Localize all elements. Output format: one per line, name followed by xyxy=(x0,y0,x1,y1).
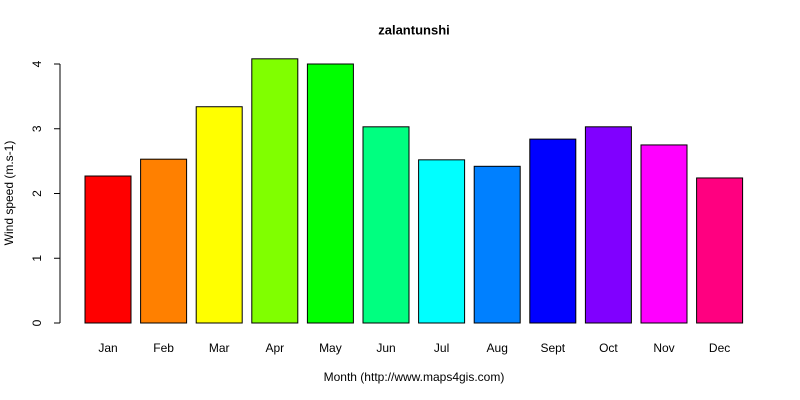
bar xyxy=(362,126,410,324)
bar xyxy=(84,175,132,324)
y-tick-label: 0 xyxy=(30,319,44,326)
x-tick-label: Jan xyxy=(98,341,117,355)
bar xyxy=(640,144,688,324)
x-tick-label: Apr xyxy=(265,341,284,355)
bar xyxy=(306,63,354,324)
x-tick-label: Aug xyxy=(487,341,508,355)
x-tick-label: Dec xyxy=(709,341,730,355)
x-tick-label: Sept xyxy=(540,341,565,355)
x-tick-label: Oct xyxy=(599,341,618,355)
y-tick-label: 1 xyxy=(30,255,44,262)
y-tick-label: 3 xyxy=(30,125,44,132)
x-tick-label: Feb xyxy=(153,341,174,355)
bar xyxy=(473,165,521,324)
bar xyxy=(418,159,466,324)
x-tick-label: Mar xyxy=(209,341,230,355)
x-tick-label: Jul xyxy=(434,341,449,355)
x-axis-label: Month (http://www.maps4gis.com) xyxy=(324,370,505,384)
bar xyxy=(251,58,299,324)
y-tick-label: 2 xyxy=(30,190,44,197)
x-tick-label: Nov xyxy=(653,341,674,355)
bar xyxy=(696,177,744,324)
chart-title: zalantunshi xyxy=(378,22,450,37)
y-axis-label: Wind speed (m.s-1) xyxy=(2,141,16,246)
x-tick-label: May xyxy=(319,341,342,355)
y-tick-label: 4 xyxy=(30,60,44,67)
x-tick-label: Jun xyxy=(376,341,395,355)
bar xyxy=(195,106,243,324)
bar xyxy=(584,126,632,324)
bar xyxy=(140,158,188,324)
bar xyxy=(529,138,577,324)
